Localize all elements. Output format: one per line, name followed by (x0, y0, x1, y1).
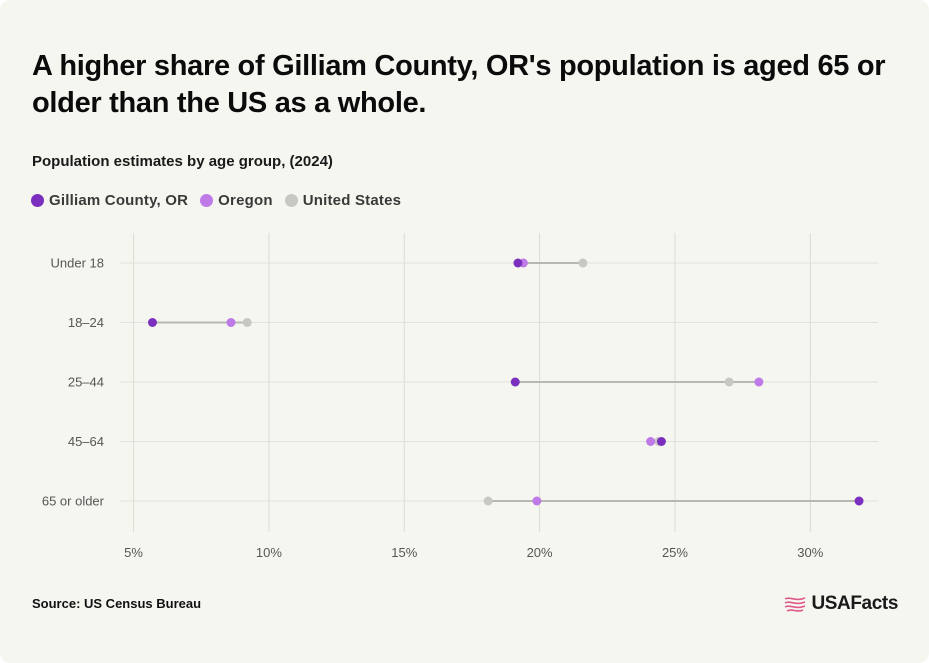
x-tick-label: 20% (527, 545, 553, 560)
usafacts-logo: USAFacts (783, 593, 898, 615)
data-point (226, 318, 236, 327)
category-label: 45–64 (68, 434, 104, 449)
legend-label-gilliam: Gilliam County, OR (49, 192, 189, 209)
flag-icon (785, 597, 806, 612)
data-point (578, 258, 588, 268)
data-point (147, 318, 157, 327)
chart-title: A higher share of Gilliam County, OR's p… (32, 50, 886, 119)
x-tick-label: 30% (797, 545, 823, 560)
legend-item-us: United States (284, 192, 402, 209)
brand-name: USAFacts (811, 593, 898, 614)
legend-label-us: United States (302, 192, 402, 209)
data-point (724, 377, 734, 387)
source-note: Source: US Census Bureau (32, 596, 202, 611)
data-point (242, 318, 252, 327)
category-label: 65 or older (42, 494, 105, 509)
legend-swatch-oregon (200, 194, 214, 207)
legend-item-oregon: Oregon (200, 192, 273, 209)
data-point (646, 437, 656, 446)
category-label: 25–44 (68, 375, 104, 390)
legend-label-oregon: Oregon (218, 192, 273, 209)
data-point (754, 377, 764, 387)
x-tick-label: 25% (662, 545, 688, 560)
data-point (532, 496, 542, 506)
data-point (854, 496, 864, 506)
category-label: Under 18 (51, 256, 104, 271)
data-point (510, 377, 520, 387)
chart-subtitle: Population estimates by age group, (2024… (32, 153, 333, 170)
x-tick-label: 15% (391, 545, 417, 560)
data-point (656, 437, 666, 446)
legend: Gilliam County, OR Oregon United States (31, 192, 401, 209)
legend-swatch-gilliam (31, 194, 44, 207)
x-tick-label: 5% (124, 545, 143, 560)
category-label: 18–24 (68, 315, 104, 330)
x-tick-label: 10% (256, 545, 282, 560)
legend-item-gilliam: Gilliam County, OR (31, 192, 188, 209)
data-point (483, 496, 493, 506)
data-point (513, 258, 523, 268)
legend-swatch-us (284, 194, 298, 207)
